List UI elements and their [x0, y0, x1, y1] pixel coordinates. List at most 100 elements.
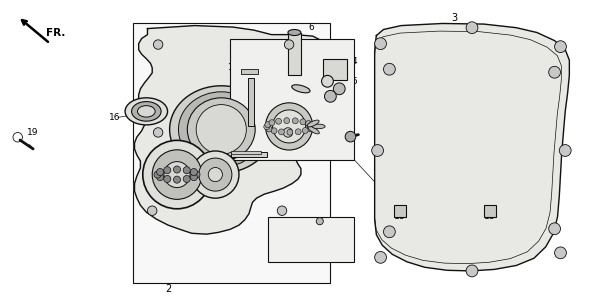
Text: 6: 6	[308, 23, 314, 32]
Circle shape	[372, 144, 384, 157]
Circle shape	[264, 124, 270, 130]
Circle shape	[192, 151, 239, 198]
Circle shape	[549, 223, 560, 235]
Circle shape	[375, 38, 386, 50]
Text: 10: 10	[238, 101, 250, 110]
Circle shape	[183, 167, 190, 174]
Ellipse shape	[291, 85, 310, 93]
Circle shape	[148, 206, 157, 216]
Circle shape	[278, 129, 284, 135]
Circle shape	[276, 118, 281, 124]
Circle shape	[173, 166, 181, 173]
Text: 20: 20	[212, 187, 224, 196]
Circle shape	[345, 131, 356, 142]
Text: 8: 8	[241, 158, 247, 167]
Ellipse shape	[187, 98, 255, 161]
Text: 9: 9	[327, 120, 333, 129]
Circle shape	[559, 144, 571, 157]
Polygon shape	[375, 23, 569, 271]
Circle shape	[300, 119, 306, 125]
Circle shape	[191, 169, 198, 175]
Text: 16: 16	[109, 113, 121, 122]
Text: 5: 5	[351, 77, 357, 86]
Bar	[484, 205, 496, 217]
Circle shape	[153, 128, 163, 137]
Ellipse shape	[196, 104, 247, 154]
Text: 11: 11	[315, 144, 326, 154]
Ellipse shape	[132, 101, 161, 121]
Circle shape	[287, 129, 293, 135]
Circle shape	[143, 140, 211, 209]
Text: 11: 11	[283, 144, 293, 154]
Circle shape	[152, 150, 202, 199]
Circle shape	[302, 128, 308, 133]
Circle shape	[324, 90, 336, 102]
Circle shape	[333, 83, 345, 95]
Polygon shape	[135, 26, 323, 234]
Circle shape	[277, 206, 287, 216]
Ellipse shape	[178, 92, 264, 167]
Ellipse shape	[125, 98, 168, 125]
Bar	[230, 39, 354, 160]
Bar	[394, 205, 406, 217]
Circle shape	[384, 226, 395, 238]
Bar	[323, 59, 347, 80]
Text: 2: 2	[165, 284, 171, 294]
Text: 17: 17	[248, 145, 260, 154]
Circle shape	[466, 265, 478, 277]
Circle shape	[153, 40, 163, 49]
Circle shape	[555, 41, 566, 53]
Text: 15: 15	[318, 85, 329, 94]
Text: 12: 12	[342, 126, 354, 135]
Text: FR.: FR.	[47, 28, 65, 38]
Circle shape	[156, 174, 163, 181]
Ellipse shape	[312, 124, 325, 129]
Circle shape	[266, 126, 272, 132]
Circle shape	[163, 167, 171, 174]
Circle shape	[154, 171, 161, 178]
Circle shape	[307, 126, 313, 132]
Circle shape	[266, 103, 313, 150]
Circle shape	[199, 158, 232, 191]
Circle shape	[322, 75, 333, 87]
Circle shape	[193, 171, 200, 178]
Circle shape	[292, 118, 298, 124]
Text: 14: 14	[329, 76, 340, 85]
Circle shape	[316, 218, 323, 225]
Circle shape	[466, 22, 478, 34]
Circle shape	[283, 128, 293, 137]
Bar	[231, 151, 261, 154]
Circle shape	[271, 128, 277, 134]
Ellipse shape	[308, 126, 319, 134]
Circle shape	[265, 122, 271, 128]
Circle shape	[309, 123, 314, 129]
Circle shape	[191, 174, 198, 181]
Circle shape	[163, 175, 171, 182]
Circle shape	[164, 162, 190, 188]
Text: 13: 13	[300, 229, 312, 238]
Circle shape	[375, 251, 386, 263]
Bar	[231, 152, 267, 157]
Text: 4: 4	[351, 57, 357, 66]
Text: 9: 9	[320, 104, 326, 113]
Circle shape	[183, 175, 190, 182]
Circle shape	[384, 63, 395, 75]
Circle shape	[156, 169, 163, 175]
Circle shape	[273, 110, 306, 143]
Circle shape	[295, 129, 301, 135]
Text: 11: 11	[227, 63, 238, 72]
Text: 9: 9	[312, 87, 318, 96]
Ellipse shape	[170, 86, 273, 173]
Text: 3: 3	[451, 13, 457, 23]
Bar	[241, 69, 258, 74]
Bar	[268, 217, 354, 262]
Text: 21: 21	[168, 187, 180, 196]
Circle shape	[173, 176, 181, 183]
Text: 19: 19	[27, 128, 38, 137]
Bar	[248, 78, 254, 126]
Circle shape	[284, 40, 294, 49]
Text: 7: 7	[296, 90, 301, 99]
Text: 18: 18	[394, 212, 406, 221]
Circle shape	[555, 247, 566, 259]
Circle shape	[269, 120, 275, 126]
